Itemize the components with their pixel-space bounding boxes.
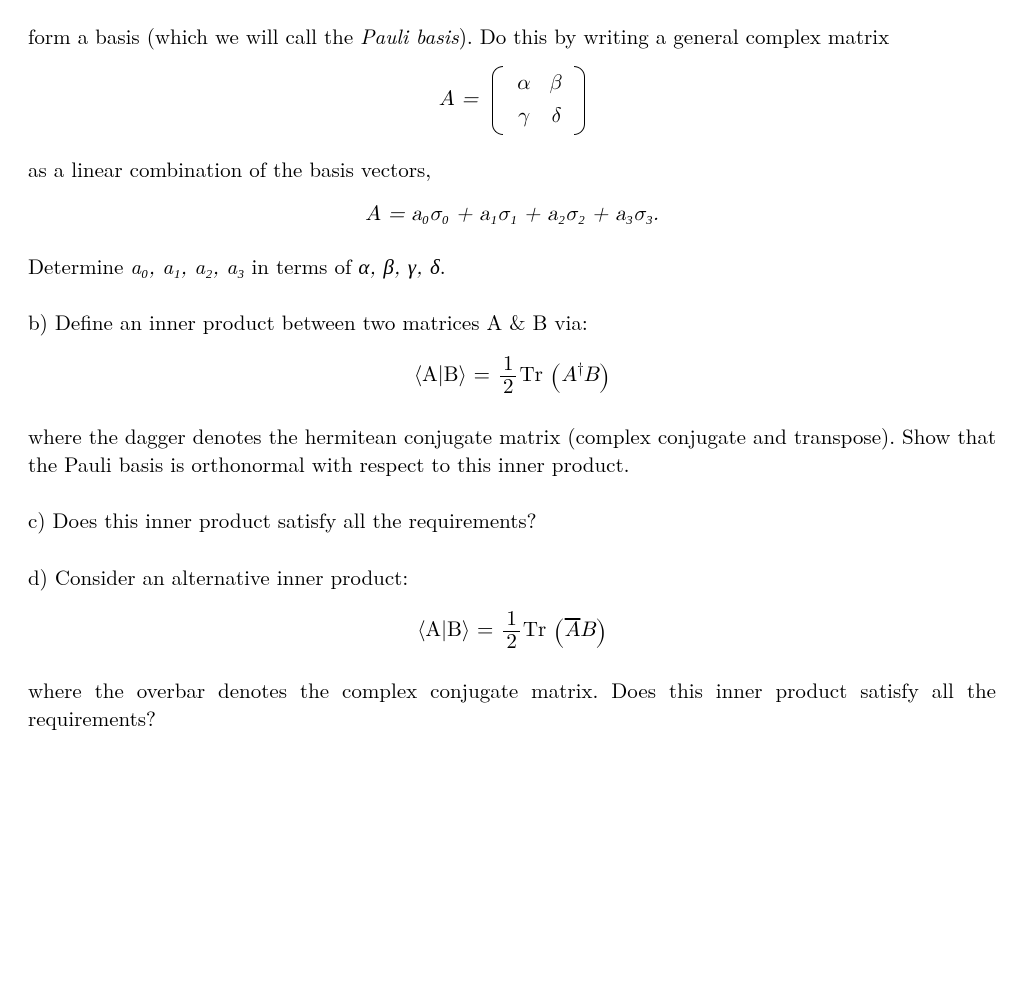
numerator: 1 [500,354,517,377]
lparen-icon: ( [550,362,561,392]
paragraph-1: form a basis (which we will call the Pau… [28,22,996,50]
text: Determine [28,251,130,281]
denominator: 2 [500,377,517,399]
dagger-superscript: † [577,361,584,376]
paragraph-5: where the overbar denotes the complex co… [28,676,996,733]
eq-lhs: A = [439,89,478,110]
arg-A-bar: A [565,620,581,641]
trace-operator: Tr [519,365,542,386]
part-d: d) Consider an alternative inner product… [28,563,996,591]
fraction-half: 1 2 [500,354,517,399]
lparen-icon: ( [553,616,564,646]
numerator: 1 [503,609,520,632]
part-c: c) Does this inner product satisfy all t… [28,506,996,534]
part-b: b) Define an inner product between two m… [28,308,996,336]
text: . [440,251,446,281]
eq-lhs: ⟨A|B⟩ = [414,365,490,386]
arg-B: B [580,620,595,641]
equation-inner-product-dagger: ⟨A|B⟩ = 1 2 Tr (A†B) [28,354,996,399]
equation-matrix-A: A = α β γ δ [28,68,996,133]
matrix-cell: β [539,68,571,100]
text: ). Do this by writing a general complex … [459,21,890,51]
paragraph-4: where the dagger denotes the hermitean c… [28,422,996,479]
text-vars: α, β, γ, δ [358,251,439,281]
text: in terms of [244,251,358,281]
equation-linear-combination: A = a₀σ₀ + a₁σ₁ + a₂σ₂ + a₃σ₃. [28,201,996,229]
denominator: 2 [503,632,520,654]
eq-lhs: ⟨A|B⟩ = [417,620,493,641]
text-vars: a₀, a₁, a₂, a₃ [130,251,244,281]
matrix-cell: δ [539,101,571,133]
fraction-half: 1 2 [503,609,520,654]
matrix-cell: α [506,68,539,100]
matrix-2x2: α β γ δ [492,68,585,133]
paragraph-3: Determine a₀, a₁, a₂, a₃ in terms of α, … [28,252,996,280]
rparen-icon: ) [599,362,610,392]
matrix-cell: γ [506,101,539,133]
rparen-icon: ) [595,616,606,646]
text-italic-pauli-basis: Pauli basis [360,21,459,51]
paragraph-2: as a linear combination of the basis vec… [28,155,996,183]
arg-A: A [561,365,577,386]
text: form a basis (which we will call the [28,21,360,51]
trace-operator: Tr [523,620,546,641]
equation-inner-product-bar: ⟨A|B⟩ = 1 2 Tr (AB) [28,609,996,654]
arg-B: B [584,365,599,386]
